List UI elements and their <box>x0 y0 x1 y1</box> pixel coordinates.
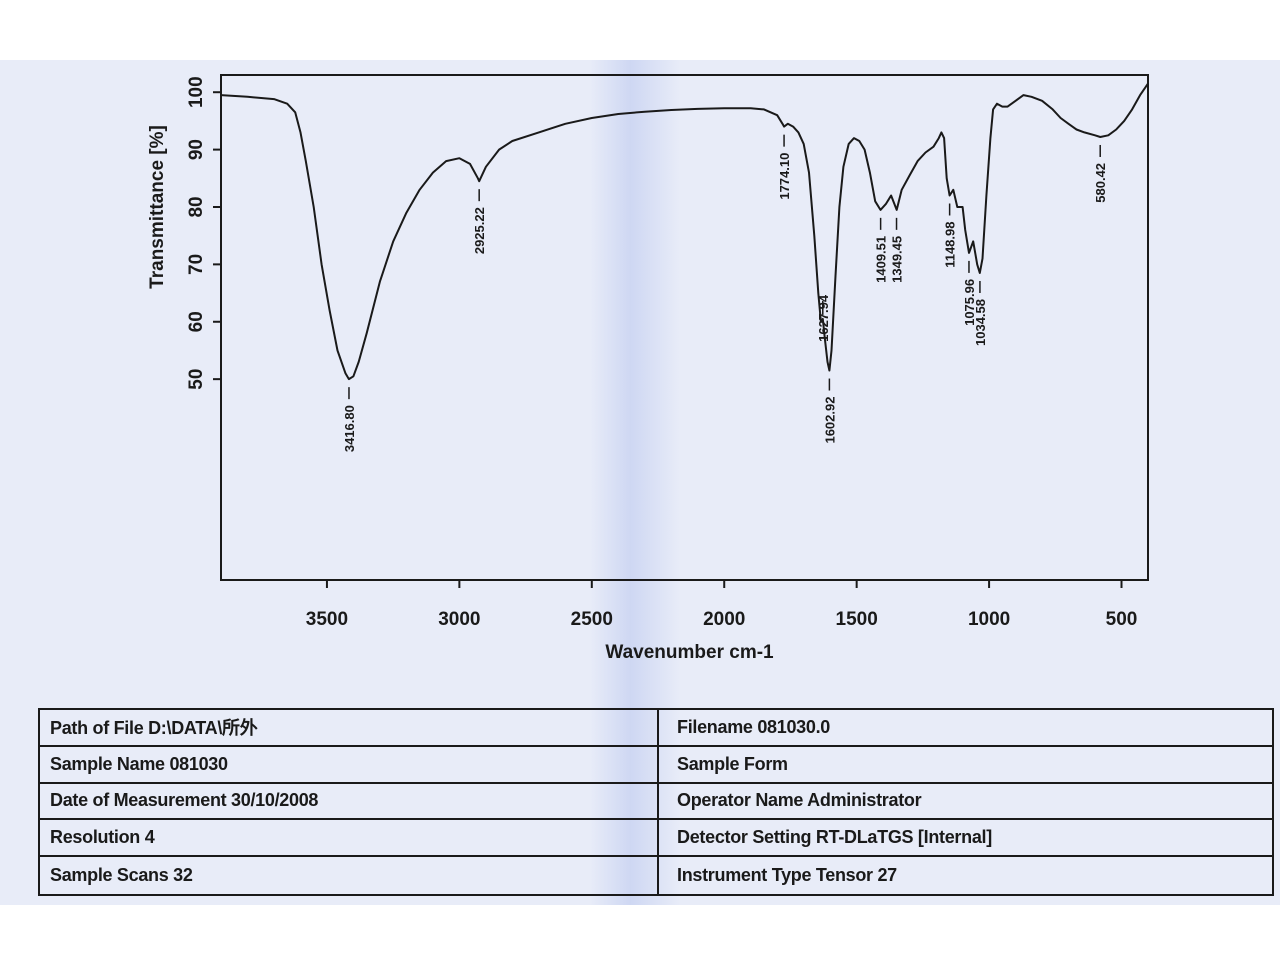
peak-label: 2925.22 <box>472 207 487 254</box>
peak-annotation: 580.42 <box>1093 144 1108 203</box>
spectrum-line <box>220 83 1149 381</box>
peak-annotation: 1075.96 <box>962 260 977 326</box>
info-detector-setting: Detector Setting RT-DLaTGS [Internal] <box>659 820 1272 858</box>
peak-label: 3416.80 <box>342 405 357 452</box>
x-tick-label: 1000 <box>968 609 1010 630</box>
chart-axes <box>220 74 1149 581</box>
info-filename: Filename 081030.0 <box>659 710 1272 747</box>
x-tick-label: 500 <box>1106 609 1138 630</box>
info-sample-name: Sample Name 081030 <box>40 746 659 784</box>
peak-label: 1602.92 <box>822 397 837 444</box>
peak-annotation: 2925.22 <box>472 189 487 254</box>
x-tick-label: 3000 <box>438 609 480 630</box>
peak-annotation: 1409.51 <box>874 217 889 283</box>
y-tick-label: 60 <box>186 311 207 332</box>
peak-annotation: 1774.10 <box>777 134 792 200</box>
peak-label: 1034.58 <box>973 299 988 346</box>
peak-label: 580.42 <box>1093 163 1108 203</box>
y-tick-label: 90 <box>186 139 207 160</box>
measurement-info-table: Path of File D:\DATA\所外 Filename 081030.… <box>38 708 1274 896</box>
peak-label: 1148.98 <box>943 222 958 268</box>
peak-label: 1627.94 <box>816 294 831 342</box>
x-axis-title: Wavenumber cm-1 <box>605 642 774 663</box>
peak-label: 1349.45 <box>890 236 905 283</box>
peak-annotation: 1148.98 <box>943 203 958 268</box>
info-path-of-file: Path of File D:\DATA\所外 <box>40 710 659 747</box>
y-axis-title: Transmittance [%] <box>147 125 168 289</box>
x-tick-label: 2500 <box>571 609 613 630</box>
peak-annotations: 3416.80 2925.22 1774.10 1627.94 1602.92 1409.… <box>342 134 1108 452</box>
x-tick-label: 1500 <box>836 609 878 630</box>
info-sample-scans: Sample Scans 32 <box>40 857 659 894</box>
y-tick-label: 50 <box>186 369 207 390</box>
y-tick-label: 100 <box>186 76 207 108</box>
peak-annotation: 1034.58 <box>973 280 988 346</box>
y-tick-label: 80 <box>186 196 207 217</box>
peak-label: 1409.51 <box>874 236 889 283</box>
plot-frame <box>220 74 1149 581</box>
y-tick-label: 70 <box>186 254 207 275</box>
info-sample-form: Sample Form <box>659 747 1272 784</box>
peak-annotation: 1602.92 <box>822 378 837 444</box>
y-axis-ticks: 50 60 70 80 90 100 <box>186 76 221 390</box>
peak-label: 1774.10 <box>777 153 792 200</box>
info-operator-name: Operator Name Administrator <box>659 784 1272 821</box>
peak-label: 1075.96 <box>962 279 977 326</box>
ir-spectrum-chart: 50 60 70 80 90 100 3500 3000 2500 2000 1500 1000 50… <box>147 74 1149 663</box>
peak-annotation: 1349.45 <box>890 217 905 283</box>
info-date-of-measurement: Date of Measurement 30/10/2008 <box>40 783 659 821</box>
peak-annotation: 1627.94 <box>816 294 831 342</box>
info-resolution: Resolution 4 <box>40 820 659 858</box>
peak-annotation: 3416.80 <box>342 387 357 452</box>
x-axis-ticks: 3500 3000 2500 2000 1500 1000 500 <box>306 580 1138 630</box>
info-instrument-type: Instrument Type Tensor 27 <box>677 865 897 886</box>
x-tick-label: 2000 <box>703 609 745 630</box>
paper-fold-shadow <box>590 60 680 905</box>
x-tick-label: 3500 <box>306 609 348 630</box>
